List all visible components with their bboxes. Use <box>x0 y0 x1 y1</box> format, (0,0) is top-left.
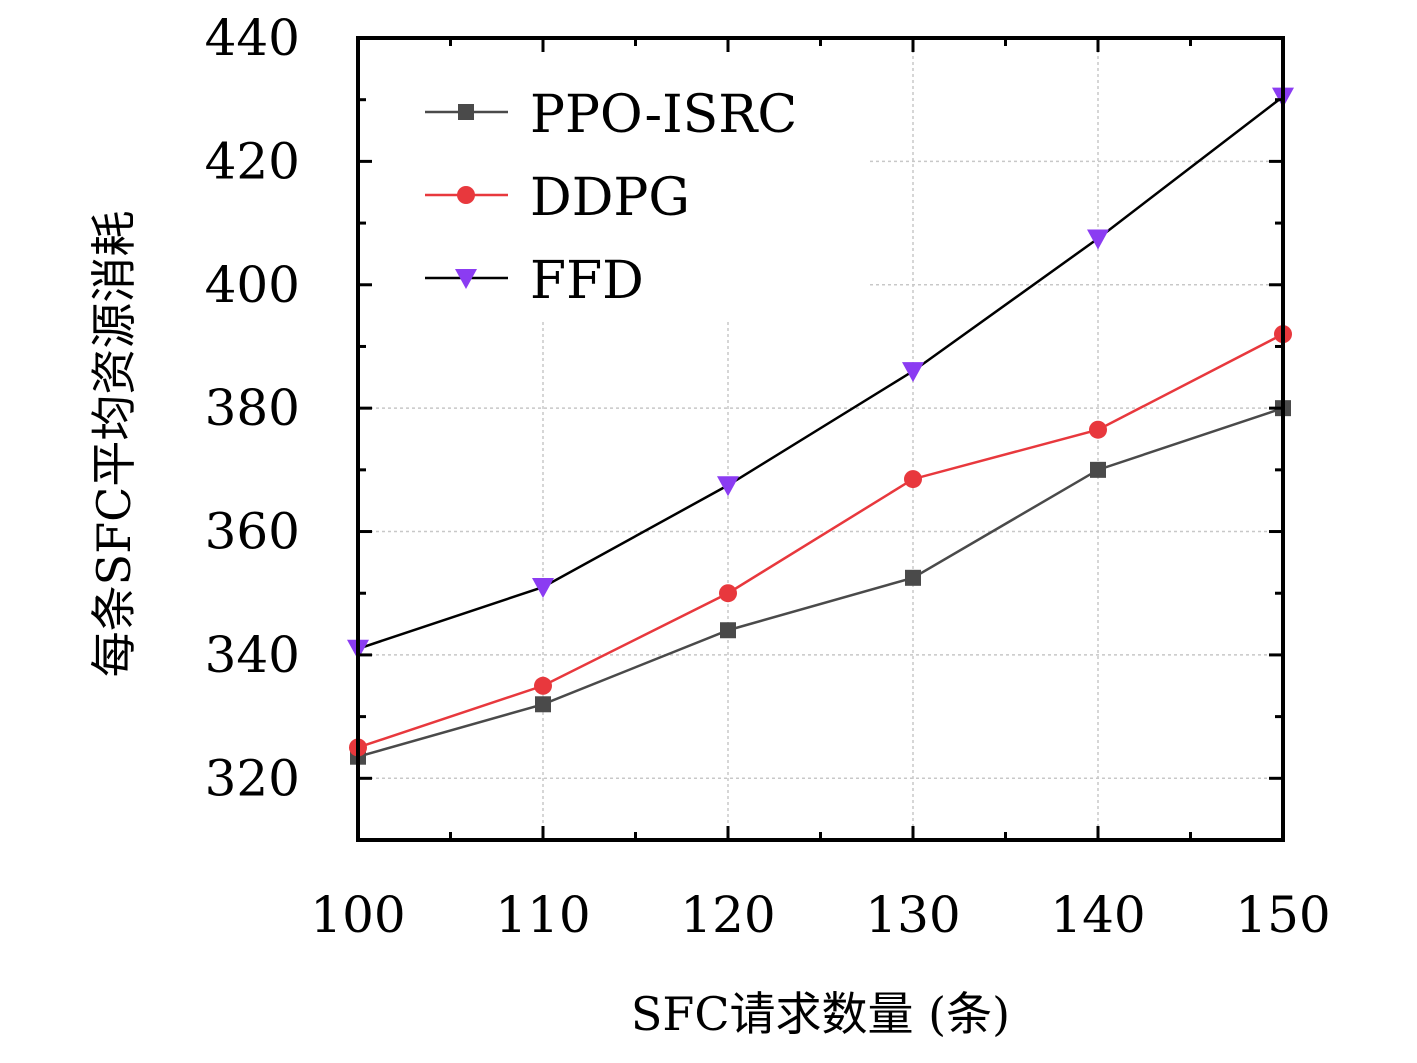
x-tick-label: 120 <box>680 886 775 944</box>
ddpg-point <box>904 470 922 489</box>
legend-label-ppo-isrc: PPO-ISRC <box>530 85 797 145</box>
ffd-point <box>532 578 554 599</box>
y-tick-label: 320 <box>205 749 300 807</box>
y-tick-label: 400 <box>205 256 300 314</box>
tick-layer: 100 110 120 130 140 150 320 340 360 380 400 420 440 <box>205 9 1331 944</box>
y-tick-label: 440 <box>205 9 300 67</box>
y-tick-label: 420 <box>205 132 300 190</box>
x-axis-title: SFC请求数量 (条) <box>631 987 1010 1041</box>
legend: PPO-ISRC DDPG FFD <box>425 85 797 311</box>
legend-label-ffd: FFD <box>530 251 644 311</box>
ddpg-point <box>1089 420 1107 439</box>
legend-label-ddpg: DDPG <box>530 168 690 228</box>
ffd-line <box>357 95 1284 650</box>
y-tick-label: 340 <box>205 626 300 684</box>
x-tick-label: 150 <box>1235 886 1330 944</box>
x-tick-label: 140 <box>1050 886 1145 944</box>
legend-marker-ppo-isrc <box>458 104 474 120</box>
legend-marker-ddpg <box>457 186 475 204</box>
legend-marker-ffd <box>455 269 477 289</box>
y-tick-label: 360 <box>205 503 300 561</box>
ddpg-point <box>719 584 737 603</box>
ffd-point <box>902 362 924 383</box>
ffd-point <box>1087 229 1109 250</box>
ffd-point <box>717 476 739 497</box>
x-tick-label: 130 <box>865 886 960 944</box>
x-tick-label: 110 <box>495 886 590 944</box>
x-tick-label: 100 <box>310 886 405 944</box>
ppo-isrc-point <box>905 569 921 586</box>
ppo-isrc-point <box>720 622 736 639</box>
y-tick-label: 380 <box>205 379 300 437</box>
grid-layer <box>358 38 1283 840</box>
plot-frame <box>356 36 1285 842</box>
ppo-isrc-line <box>357 406 1284 758</box>
y-axis-title: 每条SFC平均资源消耗 <box>87 211 141 678</box>
ddpg-line <box>357 333 1284 749</box>
ppo-isrc-point <box>1090 461 1106 478</box>
ppo-isrc-point <box>535 696 551 713</box>
series-layer <box>347 87 1294 765</box>
ddpg-point <box>534 676 552 695</box>
